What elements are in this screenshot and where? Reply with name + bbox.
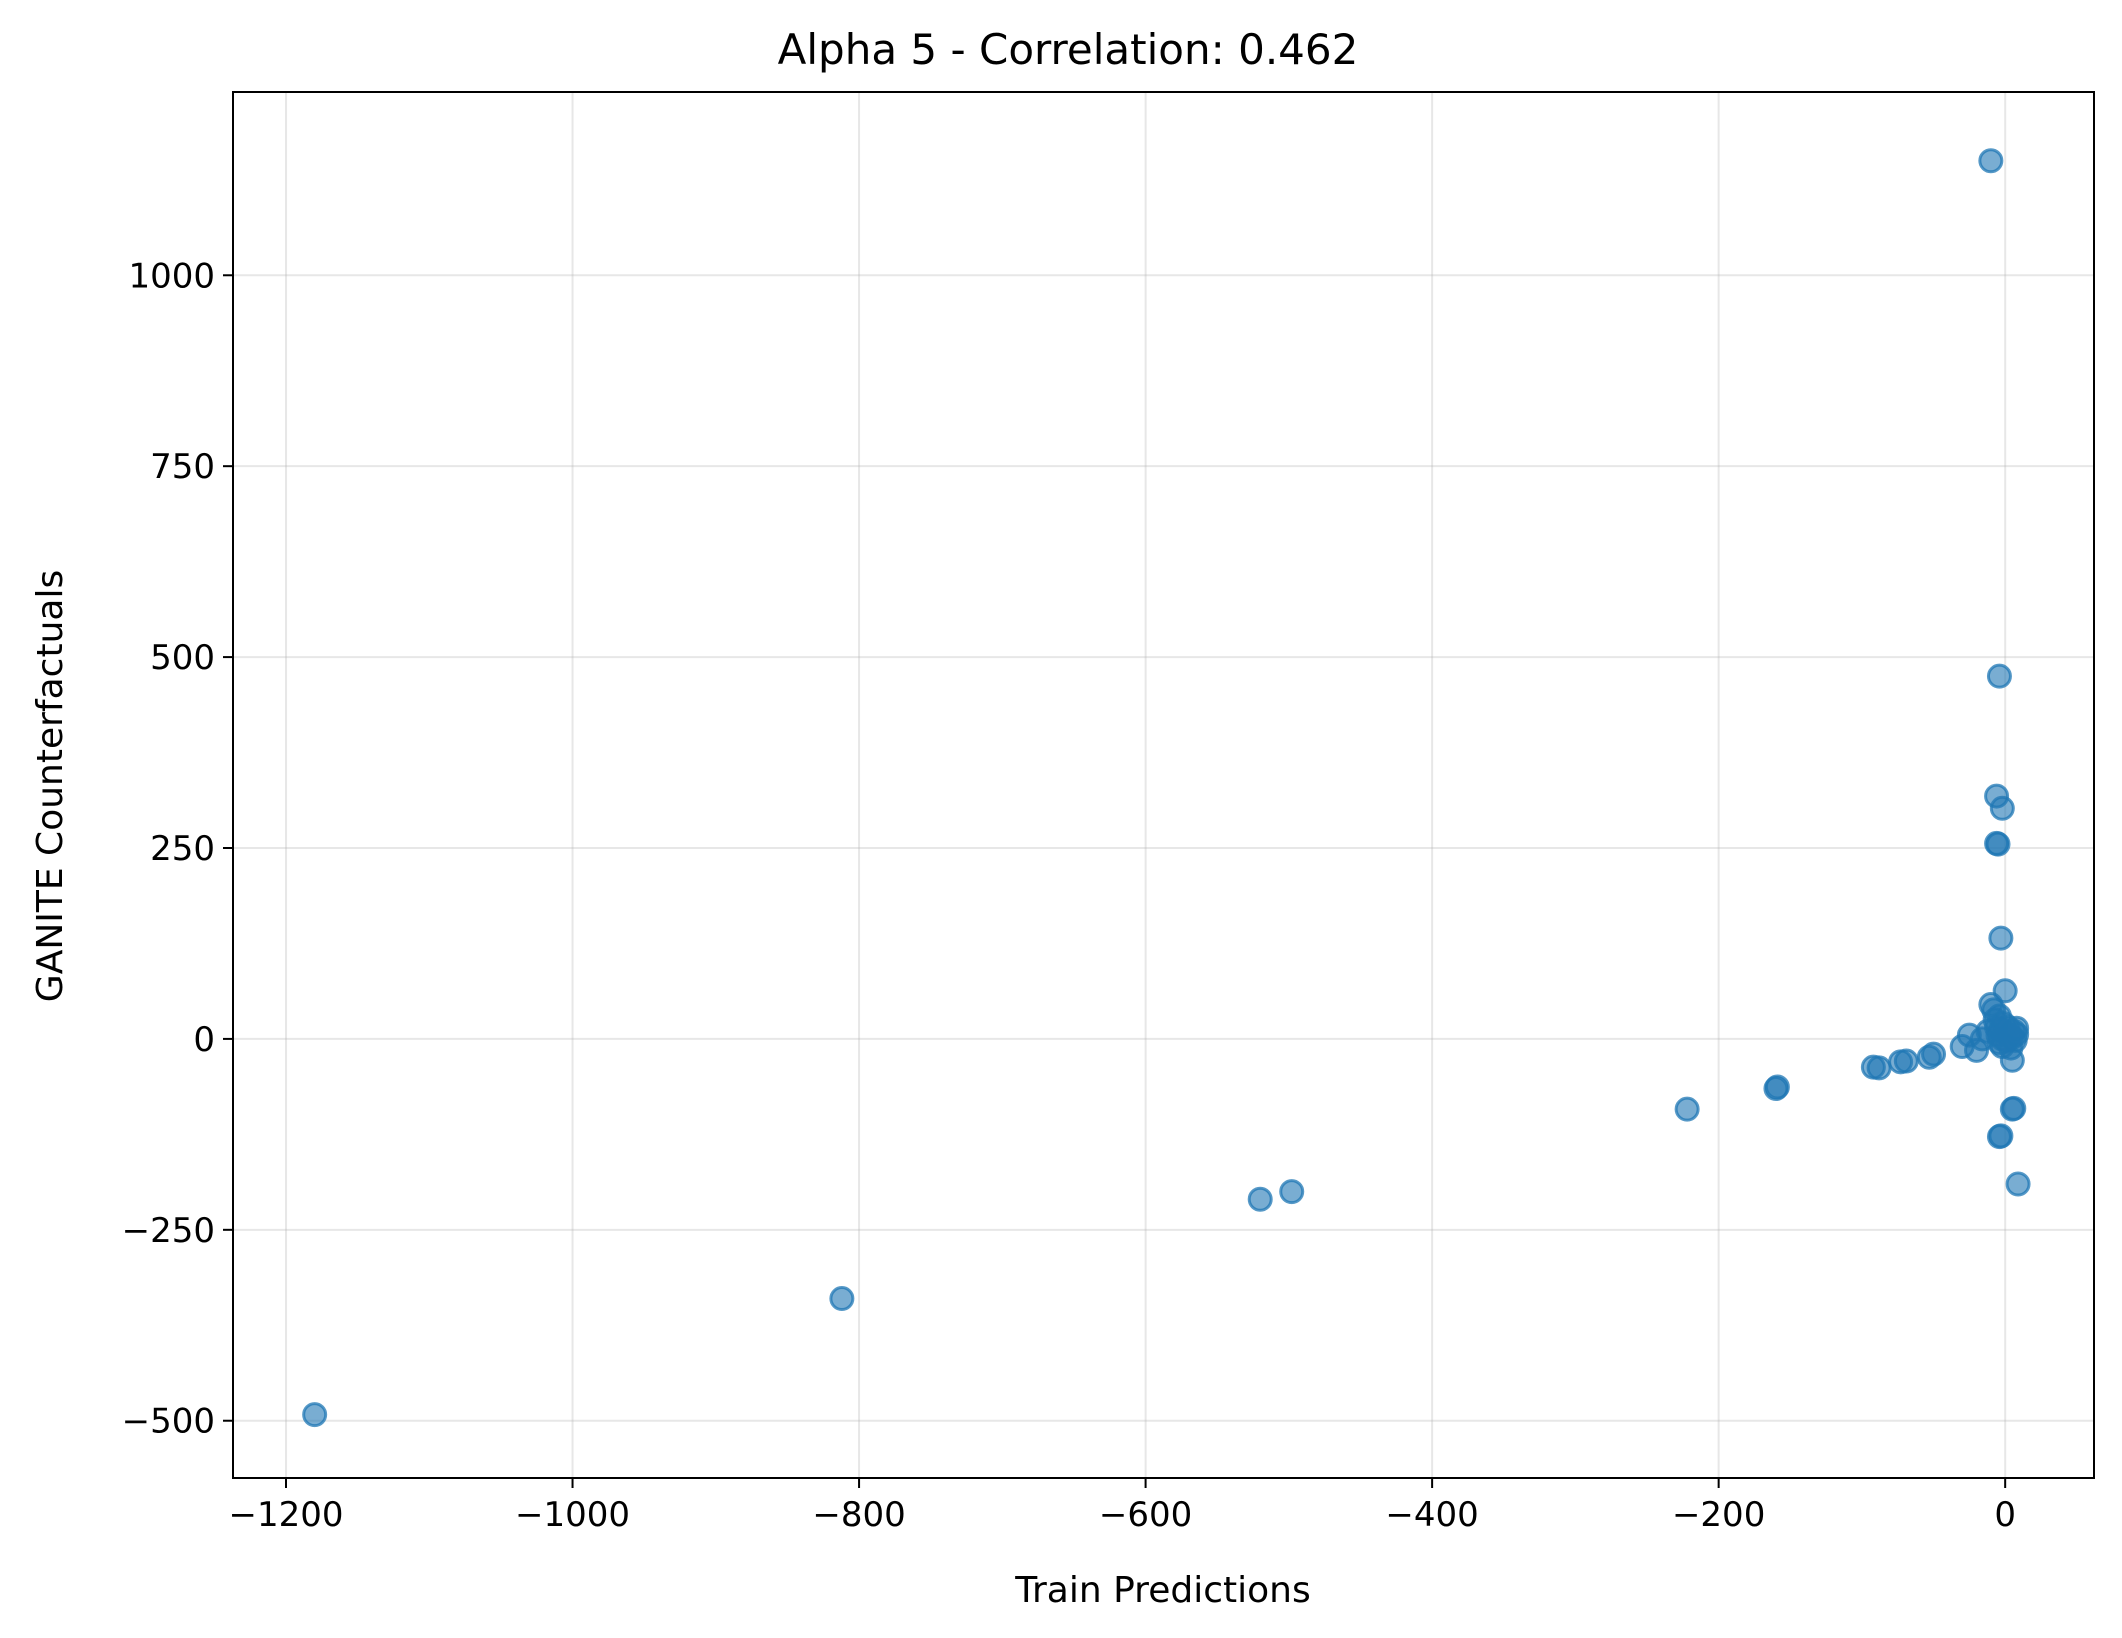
y-axis-label: GANITE Counterfactuals bbox=[30, 570, 71, 1002]
x-tick-label: −400 bbox=[1385, 1495, 1478, 1535]
data-point bbox=[2004, 1015, 2030, 1041]
data-point bbox=[2001, 1095, 2027, 1121]
plot-frame bbox=[232, 91, 2095, 1479]
y-tick-label: 0 bbox=[193, 1020, 215, 1060]
data-point bbox=[1988, 1123, 2014, 1149]
data-point bbox=[1992, 978, 2018, 1004]
y-tick-label: 250 bbox=[150, 829, 215, 869]
x-tick-label: −1200 bbox=[228, 1495, 343, 1535]
x-tick-label: −800 bbox=[812, 1495, 905, 1535]
data-point bbox=[1986, 663, 2012, 689]
y-tick-label: 1000 bbox=[128, 256, 215, 296]
data-point bbox=[1674, 1096, 1700, 1122]
data-point bbox=[2005, 1171, 2031, 1197]
grid bbox=[233, 92, 2094, 1478]
x-tick-label: −600 bbox=[1099, 1495, 1192, 1535]
x-axis-ticks: −1200 −1000 −800 −600 −400 −200 0 bbox=[228, 1478, 2016, 1535]
data-point bbox=[829, 1286, 855, 1312]
data-point bbox=[302, 1402, 328, 1428]
data-point bbox=[1984, 783, 2010, 809]
data-point bbox=[1999, 1047, 2025, 1073]
data-points bbox=[302, 148, 2031, 1428]
data-point bbox=[1764, 1074, 1790, 1100]
x-axis-label: Train Predictions bbox=[1014, 1570, 1310, 1611]
data-point bbox=[1978, 148, 2004, 174]
x-tick-label: 0 bbox=[1994, 1495, 2016, 1535]
y-tick-label: 500 bbox=[150, 638, 215, 678]
chart-title: Alpha 5 - Correlation: 0.462 bbox=[778, 25, 1359, 74]
data-point bbox=[1247, 1186, 1273, 1212]
data-point bbox=[1921, 1041, 1947, 1067]
y-tick-label: 750 bbox=[150, 447, 215, 487]
data-point bbox=[1893, 1048, 1919, 1074]
y-tick-label: −500 bbox=[122, 1402, 215, 1442]
x-tick-label: −1000 bbox=[515, 1495, 630, 1535]
data-point bbox=[1866, 1055, 1892, 1081]
y-axis-ticks: −500 −250 0 250 500 750 1000 bbox=[122, 256, 233, 1442]
y-tick-label: −250 bbox=[122, 1211, 215, 1251]
data-point bbox=[1279, 1179, 1305, 1205]
data-point bbox=[1988, 925, 2014, 951]
data-point bbox=[1984, 830, 2010, 856]
x-tick-label: −200 bbox=[1672, 1495, 1765, 1535]
